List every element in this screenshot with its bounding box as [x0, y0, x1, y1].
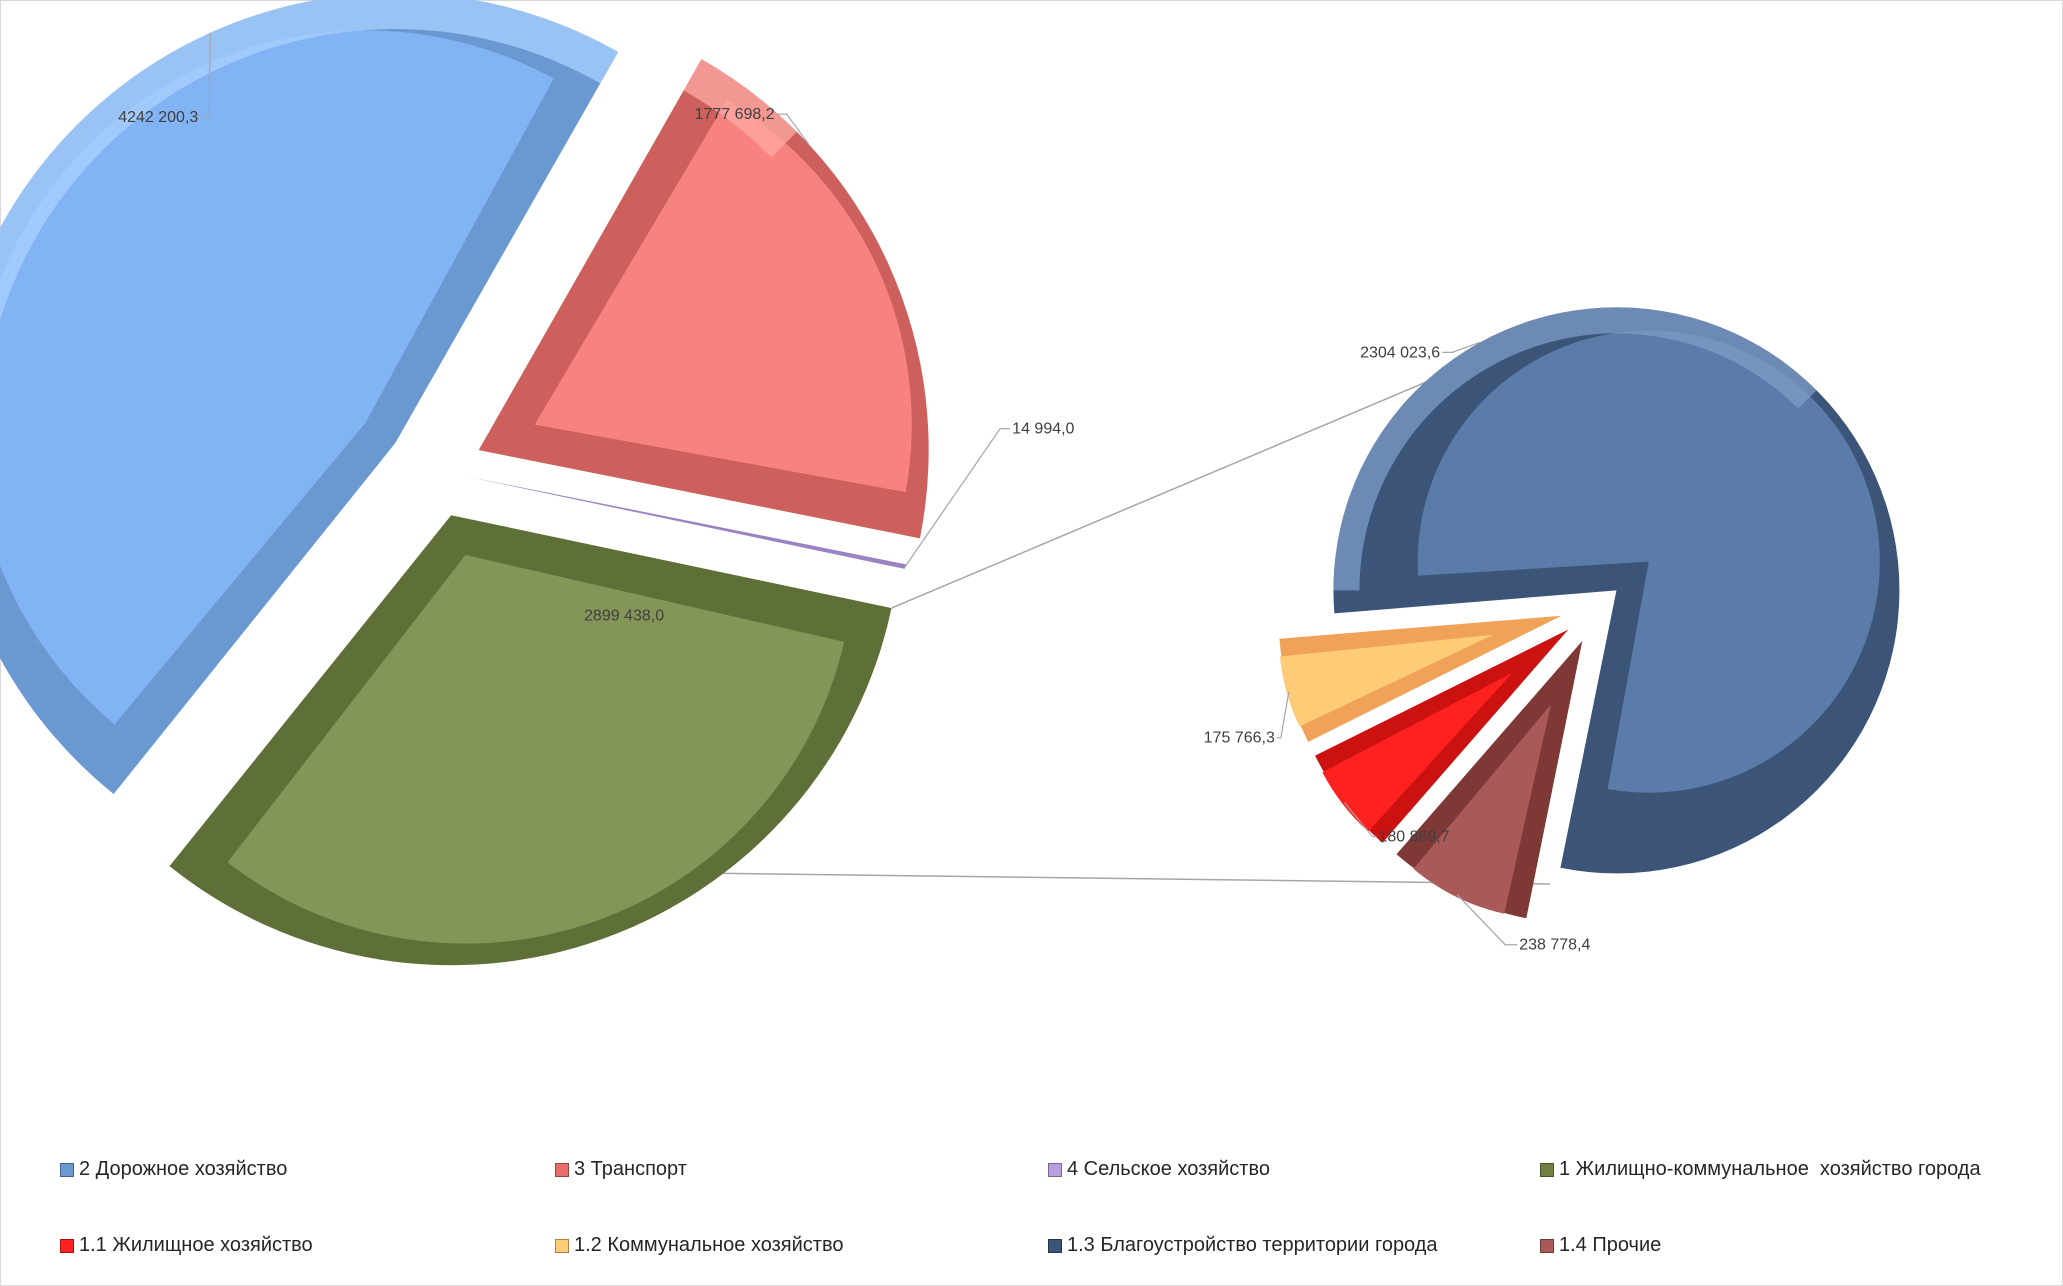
main-slice-4: [169, 515, 892, 966]
legend-swatch: [1048, 1162, 1062, 1177]
legend-label: 2 Дорожное хозяйство: [79, 1158, 288, 1180]
leader-main-2: [776, 113, 810, 145]
data-label-main-3: 14 994,0: [1012, 421, 1074, 438]
data-label-main-4: 2899 438,0: [584, 608, 664, 625]
legend-swatch: [60, 1238, 74, 1253]
data-label-main-1: 4242 200,3: [118, 109, 198, 126]
legend-label: 1.3 Благоустройство территории города: [1067, 1234, 1438, 1256]
legend-item-4: 1 Жилищно-коммунальное хозяйство города: [1540, 1158, 1981, 1181]
legend-swatch: [555, 1238, 569, 1253]
main-pie: [0, 0, 929, 966]
main-slice-3: [464, 476, 906, 569]
legend-item-5: 1.1 Жилищное хозяйство: [60, 1234, 313, 1257]
sub-slice-1: [1333, 307, 1900, 874]
legend-item-1: 2 Дорожное хозяйство: [60, 1158, 287, 1181]
legend-label: 1.1 Жилищное хозяйство: [79, 1234, 313, 1256]
legend-item-8: 1.4 Прочие: [1540, 1234, 1661, 1257]
legend-label: 1 Жилищно-коммунальное хозяйство города: [1559, 1158, 1981, 1180]
legend-label: 4 Сельское хозяйство: [1067, 1158, 1270, 1180]
data-label-sub-2: 238 778,4: [1519, 937, 1590, 954]
legend-item-7: 1.3 Благоустройство территории города: [1048, 1234, 1438, 1257]
main-slice-2: [478, 59, 929, 539]
data-label-sub-4: 175 766,3: [1204, 730, 1275, 747]
data-label-sub-1: 2304 023,6: [1360, 344, 1440, 361]
sub-slice-3: [1315, 629, 1569, 843]
leader-sub-3: [1344, 802, 1377, 838]
main-slice-1: [0, 0, 619, 794]
data-label-main-2: 1777 698,2: [695, 106, 775, 123]
legend-label: 3 Транспорт: [574, 1158, 687, 1180]
legend-swatch: [1048, 1238, 1062, 1253]
data-labels: 4242 200,3 1777 698,2 14 994,0 2899 438,0 23…: [118, 32, 1590, 954]
data-label-sub-3: 180 869,7: [1378, 829, 1449, 846]
legend-swatch: [1540, 1162, 1554, 1177]
legend-label: 1.4 Прочие: [1559, 1234, 1662, 1256]
leader-main-1: [201, 32, 211, 118]
legend-label: 1.2 Коммунальное хозяйство: [574, 1234, 844, 1256]
leader-main-3: [904, 428, 1011, 567]
sub-slice-2: [1396, 640, 1583, 919]
legend-item-2: 3 Транспорт: [555, 1158, 687, 1181]
legend-swatch: [1540, 1238, 1554, 1253]
legend-item-6: 1.2 Коммунальное хозяйство: [555, 1234, 844, 1257]
legend-swatch: [555, 1162, 569, 1177]
leader-sub-4: [1276, 691, 1290, 739]
leader-sub-2: [1456, 894, 1518, 946]
legend-swatch: [60, 1162, 74, 1177]
leader-sub-1: [1442, 341, 1481, 353]
secondary-pie: [1279, 307, 1900, 919]
sub-slice-4: [1279, 615, 1562, 742]
legend-item-3: 4 Сельское хозяйство: [1048, 1158, 1270, 1181]
